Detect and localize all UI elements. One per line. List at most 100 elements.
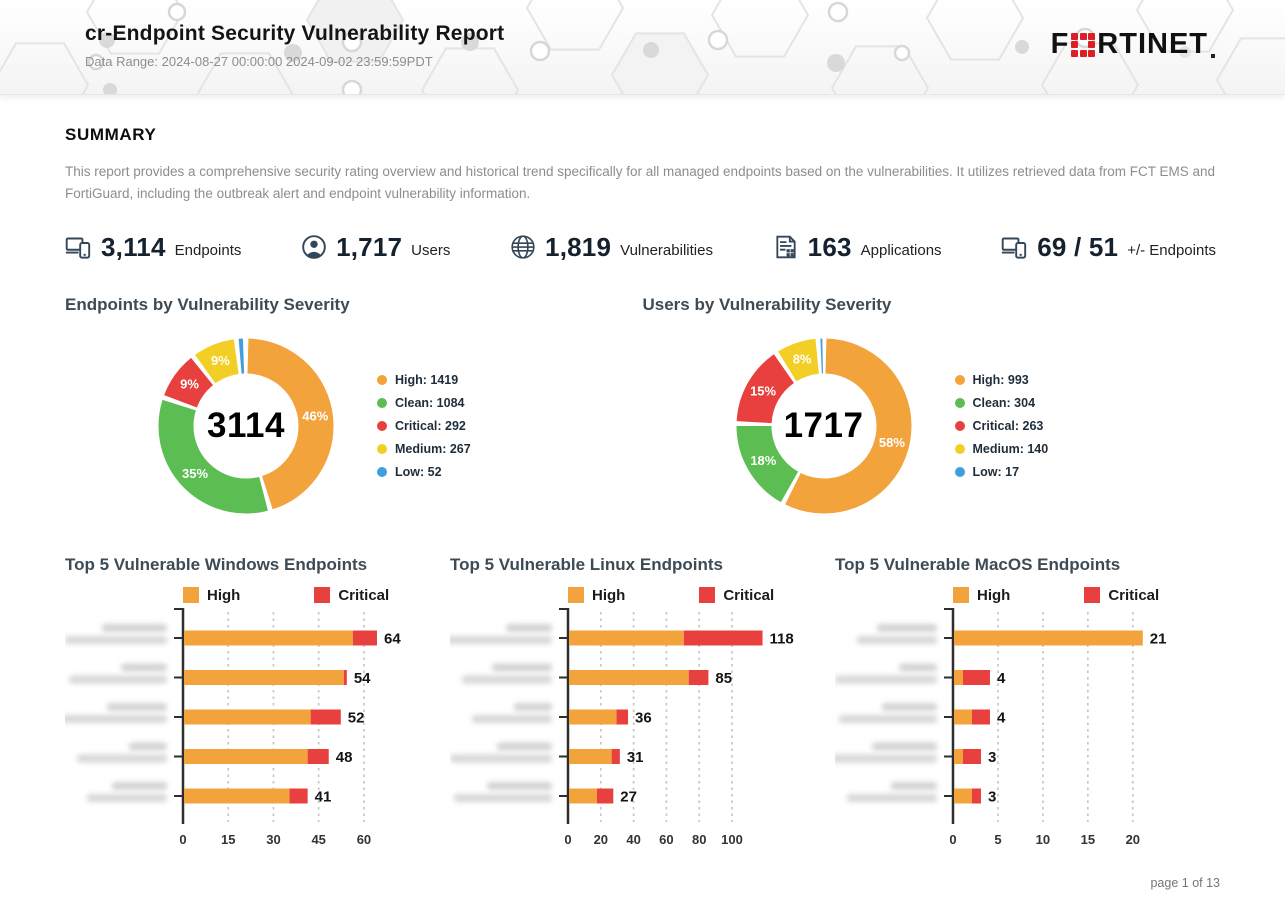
legend-color-dot (377, 374, 387, 385)
page-number: page 1 of 13 (1150, 876, 1220, 890)
applications-icon (773, 234, 799, 260)
stat-label: Applications (860, 241, 942, 259)
legend-color-dot (377, 420, 387, 431)
svg-text:45: 45 (311, 832, 325, 847)
svg-text:27: 27 (620, 788, 637, 805)
summary-description: This report provides a comprehensive sec… (65, 164, 1216, 202)
stat-value: 163 (807, 231, 852, 262)
stat-label: Vulnerabilities (620, 241, 713, 259)
fortinet-logo: F RTINET (1051, 28, 1215, 61)
svg-text:30: 30 (266, 832, 280, 847)
svg-text:0: 0 (179, 832, 186, 847)
legend-item: Medium: 140 (954, 441, 1049, 456)
svg-text:41: 41 (315, 788, 332, 805)
high-legend-swatch (183, 587, 199, 604)
svg-text:3: 3 (988, 749, 996, 766)
svg-text:85: 85 (715, 670, 732, 687)
legend-color-dot (377, 466, 387, 477)
legend-text: Clean: 1084 (395, 395, 465, 410)
critical-legend-swatch (1084, 587, 1101, 604)
legend-label-critical: Critical (1108, 586, 1160, 604)
chart-title: Endpoints by Vulnerability Severity (65, 294, 350, 314)
report-date-range: Data Range: 2024-08-27 00:00:00 2024-09-… (85, 54, 433, 69)
legend-color-dot (954, 374, 965, 385)
legend-text: Low: 52 (395, 464, 442, 479)
svg-text:4: 4 (997, 670, 1006, 687)
summary-stats-row: 3,114 Endpoints 1,717 Users (65, 232, 1220, 263)
svg-text:20: 20 (594, 832, 608, 847)
stat-value: 69 / 51 (1037, 231, 1119, 262)
svg-text:15: 15 (1081, 832, 1095, 847)
legend-text: Medium: 140 (972, 441, 1049, 456)
devices-change-icon (1001, 234, 1028, 261)
endpoints-by-severity-panel: Endpoints by Vulnerability Severity 46% 3… (65, 295, 643, 515)
logo-letters-rtinet: RTINET (1097, 28, 1208, 60)
stat-vulnerabilities: 1,819 Vulnerabilities (510, 232, 713, 263)
svg-text:35%: 35% (182, 466, 208, 481)
legend-item: Critical: 263 (954, 418, 1049, 433)
legend-text: Critical: 292 (395, 418, 466, 433)
svg-text:54: 54 (354, 670, 371, 687)
legend-text: Critical: 263 (972, 418, 1044, 433)
user-icon (301, 234, 327, 260)
stat-value: 1,819 (545, 231, 612, 262)
svg-text:10: 10 (1036, 832, 1050, 847)
logo-trademark-dot (1211, 54, 1215, 58)
legend-text: Clean: 304 (972, 395, 1036, 410)
legend-text: High: 1419 (395, 372, 459, 387)
svg-text:15: 15 (221, 832, 235, 847)
chart-title: Top 5 Vulnerable Linux Endpoints (450, 554, 723, 574)
bar-charts-row: Top 5 Vulnerable Windows Endpoints High … (61, 554, 1220, 861)
svg-text:9%: 9% (180, 376, 199, 391)
svg-text:118: 118 (770, 630, 794, 647)
legend-item: Critical: 292 (377, 419, 471, 433)
logo-letter-f: F (1050, 28, 1070, 60)
svg-text:46%: 46% (302, 408, 328, 423)
legend-color-dot (954, 420, 965, 431)
bar-chart-legend: High Critical (953, 587, 1220, 604)
legend-item: High: 1419 (377, 373, 471, 387)
stat-value: 3,114 (101, 231, 166, 262)
svg-text:80: 80 (692, 832, 706, 847)
legend-color-dot (954, 397, 965, 408)
svg-text:31: 31 (627, 749, 644, 766)
legend-text: High: 993 (972, 372, 1029, 387)
donut-total: 3114 (207, 405, 285, 445)
devices-icon (65, 234, 92, 261)
bar-chart-legend: High Critical (183, 587, 450, 604)
legend-item: Low: 52 (377, 465, 471, 479)
svg-text:52: 52 (348, 709, 365, 726)
legend-text: Low: 17 (972, 464, 1020, 479)
bar-chart-legend: High Critical (568, 587, 835, 604)
donut-total: 1717 (783, 405, 864, 445)
top5-linux-panel: Top 5 Vulnerable Linux Endpoints High Cr… (446, 554, 835, 861)
linux-bar-chart: 0 20 40 60 80 100 118 85 36 31 27 (446, 606, 835, 861)
legend-color-dot (954, 443, 965, 454)
users-by-severity-panel: Users by Vulnerability Severity 58% 18% 15… (643, 295, 1221, 515)
report-header: cr-Endpoint Security Vulnerability Repor… (0, 0, 1285, 95)
svg-text:64: 64 (384, 630, 401, 647)
svg-text:0: 0 (564, 832, 571, 847)
svg-text:40: 40 (626, 832, 640, 847)
endpoints-severity-donut-chart: 46% 35% 9% 9% (157, 337, 335, 520)
svg-text:18%: 18% (750, 452, 776, 467)
stat-label: Users (411, 241, 451, 259)
svg-text:21: 21 (1150, 630, 1167, 647)
critical-legend-swatch (699, 587, 716, 604)
svg-text:60: 60 (659, 832, 673, 847)
legend-label-high: High (592, 586, 626, 604)
legend-item: Low: 17 (954, 464, 1049, 479)
high-legend-swatch (953, 587, 969, 604)
stat-label: +/- Endpoints (1127, 241, 1216, 259)
top5-macos-panel: Top 5 Vulnerable MacOS Endpoints High Cr… (831, 555, 1220, 861)
donut-charts-row: Endpoints by Vulnerability Severity 46% 3… (65, 295, 1220, 515)
stat-endpoints-change: 69 / 51 +/- Endpoints (1001, 232, 1216, 263)
legend-item: Medium: 267 (377, 442, 471, 456)
svg-text:100: 100 (721, 832, 743, 847)
legend-item: Clean: 1084 (377, 396, 471, 410)
stat-applications: 163 Applications (773, 232, 942, 263)
stat-users: 1,717 Users (301, 232, 450, 263)
windows-bar-chart: 0 15 30 45 60 64 54 52 48 41 (61, 606, 450, 861)
stat-value: 1,717 (336, 231, 403, 262)
legend-text: Medium: 267 (395, 441, 471, 456)
